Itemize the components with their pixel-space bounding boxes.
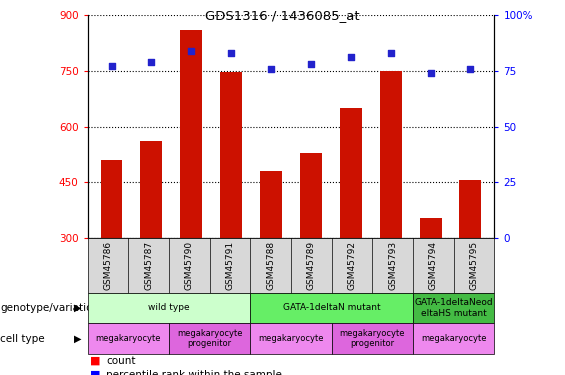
Text: GSM45789: GSM45789 [307,241,316,290]
Text: GSM45792: GSM45792 [347,241,357,290]
Text: GSM45793: GSM45793 [388,241,397,290]
Text: ■: ■ [90,370,101,375]
Point [187,48,196,54]
Bar [340,108,362,238]
Point [386,50,395,56]
Bar [180,30,202,238]
Text: megakaryocyte: megakaryocyte [95,334,161,343]
Text: GSM45788: GSM45788 [266,241,275,290]
Text: megakaryocyte: megakaryocyte [421,334,486,343]
Point [107,63,116,69]
Text: GSM45790: GSM45790 [185,241,194,290]
Bar [459,180,481,238]
Bar [380,71,402,238]
Text: GSM45791: GSM45791 [225,241,234,290]
Point [346,54,355,60]
Text: GSM45787: GSM45787 [144,241,153,290]
Point [227,50,236,56]
Text: wild type: wild type [148,303,190,312]
Text: megakaryocyte
progenitor: megakaryocyte progenitor [177,329,242,348]
Point [426,70,435,76]
Bar [101,160,123,238]
Text: GSM45794: GSM45794 [429,241,438,290]
Point [466,66,475,72]
Bar [260,171,282,238]
Text: GSM45795: GSM45795 [470,241,479,290]
Text: genotype/variation: genotype/variation [0,303,99,313]
Text: GDS1316 / 1436085_at: GDS1316 / 1436085_at [205,9,360,22]
Text: ■: ■ [90,356,101,366]
Bar [141,141,162,238]
Text: cell type: cell type [0,334,45,344]
Text: ▶: ▶ [75,334,82,344]
Bar [420,217,441,238]
Text: megakaryocyte
progenitor: megakaryocyte progenitor [340,329,405,348]
Text: percentile rank within the sample: percentile rank within the sample [106,370,282,375]
Text: GATA-1deltaNeod
eltaHS mutant: GATA-1deltaNeod eltaHS mutant [414,298,493,318]
Text: megakaryocyte: megakaryocyte [258,334,324,343]
Text: count: count [106,356,136,366]
Bar [300,153,322,238]
Bar [220,72,242,238]
Point [306,61,315,67]
Text: ▶: ▶ [75,303,82,313]
Text: GATA-1deltaN mutant: GATA-1deltaN mutant [283,303,380,312]
Point [267,66,276,72]
Text: GSM45786: GSM45786 [103,241,112,290]
Point [147,59,156,65]
